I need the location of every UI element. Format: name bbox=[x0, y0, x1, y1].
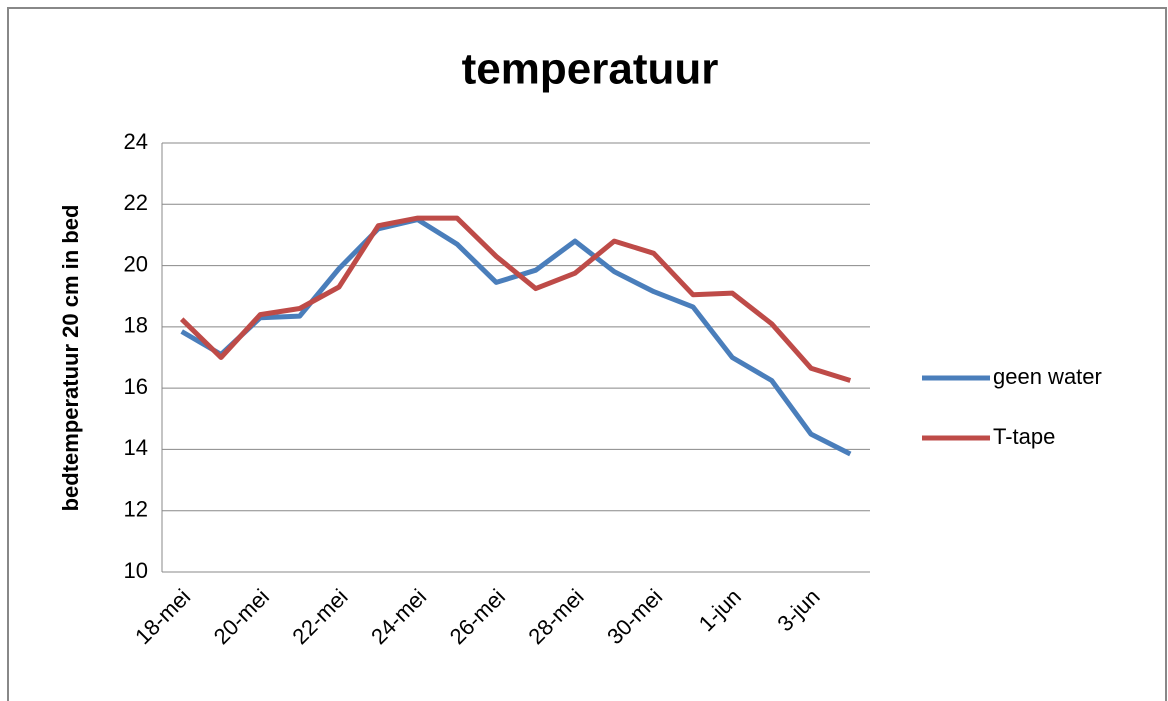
chart-title: temperatuur bbox=[462, 45, 719, 94]
y-tick-label: 10 bbox=[124, 558, 148, 583]
data-line bbox=[179, 215, 852, 383]
chart-frame bbox=[7, 7, 1167, 701]
y-tick-label: 22 bbox=[124, 190, 148, 215]
legend-label: T-tape bbox=[993, 424, 1055, 449]
y-tick-label: 16 bbox=[124, 374, 148, 399]
y-tick-label: 18 bbox=[124, 313, 148, 338]
y-axis-label: bedtemperatuur 20 cm in bed bbox=[58, 205, 83, 512]
data-line bbox=[180, 217, 852, 457]
legend-label: geen water bbox=[993, 364, 1102, 389]
y-tick-label: 12 bbox=[124, 497, 148, 522]
y-tick-label: 24 bbox=[124, 129, 148, 154]
y-tick-label: 20 bbox=[124, 251, 148, 276]
y-tick-label: 14 bbox=[124, 435, 148, 460]
